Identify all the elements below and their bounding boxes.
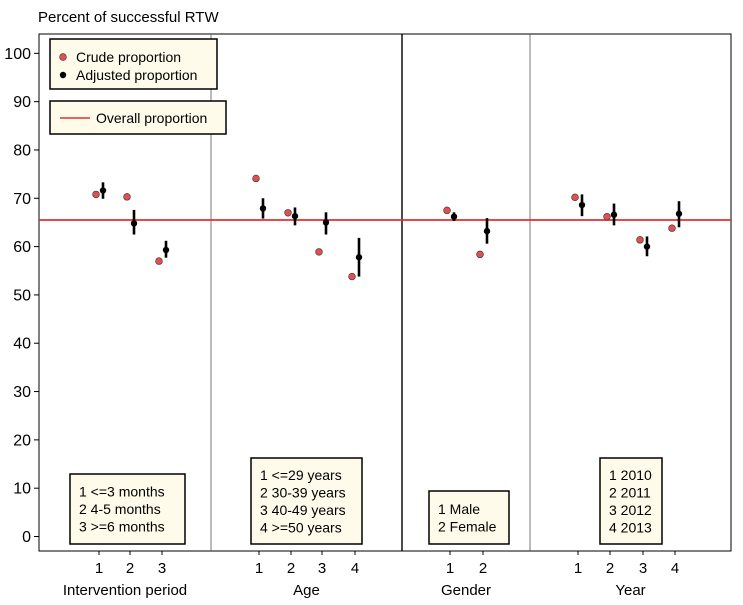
adjusted-point	[162, 246, 170, 254]
x-tick-label: 3	[158, 560, 166, 577]
legend-crude-label: Crude proportion	[76, 49, 181, 65]
category-key-item: 2 4-5 months	[79, 501, 161, 517]
plot-area: 0 10 20 30 40 50 60 70 80 90 100 1 2 3 Intervention pe…	[4, 33, 732, 599]
group-label: Year	[615, 582, 645, 599]
category-key-item: 3 >=6 months	[79, 519, 165, 535]
category-key-box	[428, 490, 510, 545]
crude-point	[348, 272, 356, 281]
x-tick-label: 3	[639, 560, 647, 577]
x-tick-label: 1	[255, 560, 263, 577]
y-tick-label: 10	[13, 481, 31, 498]
adjusted-point	[610, 211, 618, 218]
crude-point	[571, 193, 579, 202]
y-tick-label: 60	[13, 239, 31, 256]
category-key-item: 3 2012	[609, 502, 652, 518]
y-tick-label: 80	[13, 142, 31, 159]
x-tick-label: 2	[287, 560, 295, 577]
adjusted-point	[483, 227, 491, 235]
x-tick-label: 2	[126, 560, 134, 577]
crude-point	[476, 250, 484, 259]
y-tick-label: 70	[13, 191, 31, 208]
adjusted-point	[259, 205, 267, 212]
legend-crude-marker	[59, 53, 67, 61]
crude-point	[603, 212, 611, 221]
y-tick-label: 40	[13, 336, 31, 353]
crude-point	[252, 174, 260, 183]
plot-frame	[38, 33, 732, 552]
chart-title: Percent of successful RTW	[38, 9, 219, 26]
category-key-item: 2 Female	[438, 518, 497, 534]
category-key-box	[69, 473, 186, 545]
legend-box	[49, 38, 218, 90]
crude-point	[284, 209, 292, 217]
group-label: Age	[293, 582, 320, 599]
adjusted-point	[99, 187, 107, 194]
category-key-item: 3 40-49 years	[260, 502, 346, 518]
category-key-box	[599, 457, 663, 545]
adjusted-point	[322, 219, 330, 226]
y-tick-label: 90	[13, 94, 31, 111]
adjusted-point	[675, 210, 683, 217]
category-key-item: 4 >=50 years	[260, 519, 342, 535]
x-tick-label: 1	[95, 560, 103, 577]
adjusted-point	[291, 212, 299, 220]
crude-point	[668, 224, 676, 232]
y-tick-label: 20	[13, 432, 31, 449]
x-tick-label: 3	[318, 560, 326, 577]
category-key-item: 1 <=3 months	[79, 484, 165, 500]
crude-point	[92, 190, 100, 199]
legend-adjusted-marker	[59, 71, 67, 79]
x-tick-label: 2	[479, 560, 487, 577]
group-label: Intervention period	[63, 582, 187, 599]
crude-point	[443, 206, 451, 215]
category-key-item: 1 Male	[438, 501, 480, 517]
category-key-item: 2 30-39 years	[260, 484, 346, 500]
crude-point	[315, 248, 323, 256]
y-tick-label: 0	[22, 529, 31, 546]
crude-point	[155, 257, 163, 265]
x-tick-label: 4	[351, 560, 359, 577]
category-key-box	[250, 457, 363, 545]
adjusted-point	[130, 220, 138, 227]
category-key-item: 4 2013	[609, 519, 652, 535]
y-tick-label: 30	[13, 384, 31, 401]
legend-overall-label: Overall proportion	[96, 110, 207, 126]
y-tick-label: 100	[4, 46, 31, 63]
adjusted-point	[643, 243, 651, 250]
adjusted-point	[578, 201, 586, 209]
y-tick-label: 50	[13, 287, 31, 304]
category-key-item: 2 2011	[609, 484, 651, 500]
crude-point	[123, 193, 131, 201]
category-key-item: 1 2010	[609, 467, 652, 483]
x-tick-label: 2	[606, 560, 614, 577]
crude-point	[636, 236, 644, 244]
x-tick-label: 4	[671, 560, 679, 577]
adjusted-point	[355, 254, 363, 261]
legend-adjusted-label: Adjusted proportion	[76, 67, 197, 83]
x-tick-label: 1	[446, 560, 454, 577]
group-label: Gender	[441, 582, 491, 599]
adjusted-point	[450, 213, 458, 220]
category-key-item: 1 <=29 years	[260, 467, 342, 483]
x-tick-label: 1	[574, 560, 582, 577]
